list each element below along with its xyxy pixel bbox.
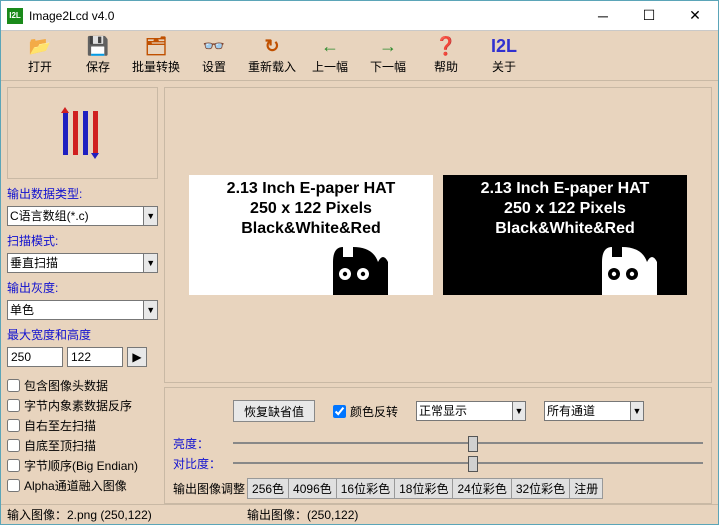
color-tab[interactable]: 32位彩色 xyxy=(511,478,570,499)
option-checkbox[interactable]: 自右至左扫描 xyxy=(7,417,158,434)
logo-preview xyxy=(7,87,158,179)
color-tab[interactable]: 256色 xyxy=(247,478,289,499)
option-checkbox[interactable]: 包含图像头数据 xyxy=(7,377,158,394)
toolbar-icon: 👓 xyxy=(202,36,226,56)
sidebar: 输出数据类型: C语言数组(*.c) ▼ 扫描模式: 垂直扫描 ▼ 输出灰度: … xyxy=(1,81,164,504)
toolbar-保存[interactable]: 💾保存 xyxy=(69,36,127,75)
output-type-select[interactable]: C语言数组(*.c) xyxy=(7,206,144,226)
dropdown-icon[interactable]: ▼ xyxy=(143,300,158,320)
scan-mode-select[interactable]: 垂直扫描 xyxy=(7,253,144,273)
color-tab[interactable]: 16位彩色 xyxy=(336,478,395,499)
toolbar-设置[interactable]: 👓设置 xyxy=(185,36,243,75)
toolbar-批量转换[interactable]: 🗂批量转换 xyxy=(127,36,185,75)
titlebar: I2L Image2Lcd v4.0 ─ ☐ ✕ xyxy=(1,1,718,31)
color-tab[interactable]: 24位彩色 xyxy=(452,478,511,499)
toolbar-上一幅[interactable]: ←上一幅 xyxy=(301,36,359,75)
preview-output: 2.13 Inch E-paper HAT 250 x 122 Pixels B… xyxy=(443,175,687,295)
toolbar-icon: 💾 xyxy=(86,36,110,56)
toolbar-icon: I2L xyxy=(492,36,516,56)
toolbar-icon: ❓ xyxy=(434,36,458,56)
dropdown-icon[interactable]: ▼ xyxy=(630,401,644,421)
gray-label: 输出灰度: xyxy=(7,279,158,296)
brightness-label: 亮度： xyxy=(173,435,227,452)
toolbar-打开[interactable]: 📂打开 xyxy=(11,36,69,75)
toolbar-下一幅[interactable]: →下一幅 xyxy=(359,36,417,75)
app-icon: I2L xyxy=(7,8,23,24)
output-adjust-label: 输出图像调整 xyxy=(173,480,245,497)
contrast-slider[interactable] xyxy=(233,454,703,472)
toolbar: 📂打开💾保存🗂批量转换👓设置↻重新载入←上一幅→下一幅❓帮助I2L关于 xyxy=(1,31,718,81)
gray-select[interactable]: 单色 xyxy=(7,300,144,320)
display-mode-select[interactable]: 正常显示 xyxy=(416,401,513,421)
status-input: 输入图像：2.png (250,122) xyxy=(7,506,207,523)
max-height-input[interactable] xyxy=(67,347,123,367)
maximize-button[interactable]: ☐ xyxy=(626,1,672,31)
toolbar-关于[interactable]: I2L关于 xyxy=(475,36,533,75)
restore-defaults-button[interactable]: 恢复缺省值 xyxy=(233,400,315,422)
window-title: Image2Lcd v4.0 xyxy=(29,9,580,23)
preview-original: 2.13 Inch E-paper HAT 250 x 122 Pixels B… xyxy=(189,175,433,295)
output-panel: 恢复缺省值 颜色反转 正常显示 ▼ 所有通道 ▼ 亮度： xyxy=(164,387,712,504)
toolbar-icon: ↻ xyxy=(260,36,284,56)
toolbar-icon: → xyxy=(376,36,400,56)
brightness-slider[interactable] xyxy=(233,434,703,452)
apply-dim-button[interactable]: ▶ xyxy=(127,347,147,367)
statusbar: 输入图像：2.png (250,122) 输出图像：(250,122) xyxy=(1,504,718,524)
toolbar-icon: 🗂 xyxy=(144,36,168,56)
color-tab[interactable]: 4096色 xyxy=(288,478,337,499)
max-width-input[interactable] xyxy=(7,347,63,367)
close-button[interactable]: ✕ xyxy=(672,1,718,31)
toolbar-帮助[interactable]: ❓帮助 xyxy=(417,36,475,75)
option-checkbox[interactable]: 字节内象素数据反序 xyxy=(7,397,158,414)
status-output: 输出图像：(250,122) xyxy=(247,506,358,523)
option-checkbox[interactable]: 字节顺序(Big Endian) xyxy=(7,457,158,474)
cat-icon xyxy=(592,242,672,295)
dropdown-icon[interactable]: ▼ xyxy=(143,206,158,226)
maxdim-label: 最大宽度和高度 xyxy=(7,326,158,343)
options-list: 包含图像头数据字节内象素数据反序自右至左扫描自底至顶扫描字节顺序(Big End… xyxy=(7,377,158,494)
dropdown-icon[interactable]: ▼ xyxy=(143,253,158,273)
output-type-label: 输出数据类型: xyxy=(7,185,158,202)
option-checkbox[interactable]: 自底至顶扫描 xyxy=(7,437,158,454)
channel-select[interactable]: 所有通道 xyxy=(544,401,631,421)
preview-area: 2.13 Inch E-paper HAT 250 x 122 Pixels B… xyxy=(164,87,712,383)
contrast-label: 对比度： xyxy=(173,455,227,472)
dropdown-icon[interactable]: ▼ xyxy=(512,401,526,421)
scan-mode-label: 扫描模式: xyxy=(7,232,158,249)
toolbar-icon: ← xyxy=(318,36,342,56)
toolbar-重新载入[interactable]: ↻重新载入 xyxy=(243,36,301,75)
toolbar-icon: 📂 xyxy=(28,36,52,56)
option-checkbox[interactable]: Alpha通道融入图像 xyxy=(7,477,158,494)
minimize-button[interactable]: ─ xyxy=(580,1,626,31)
color-tab[interactable]: 注册 xyxy=(569,478,603,499)
color-tab[interactable]: 18位彩色 xyxy=(394,478,453,499)
cat-icon xyxy=(323,242,403,295)
invert-checkbox[interactable]: 颜色反转 xyxy=(333,403,398,420)
